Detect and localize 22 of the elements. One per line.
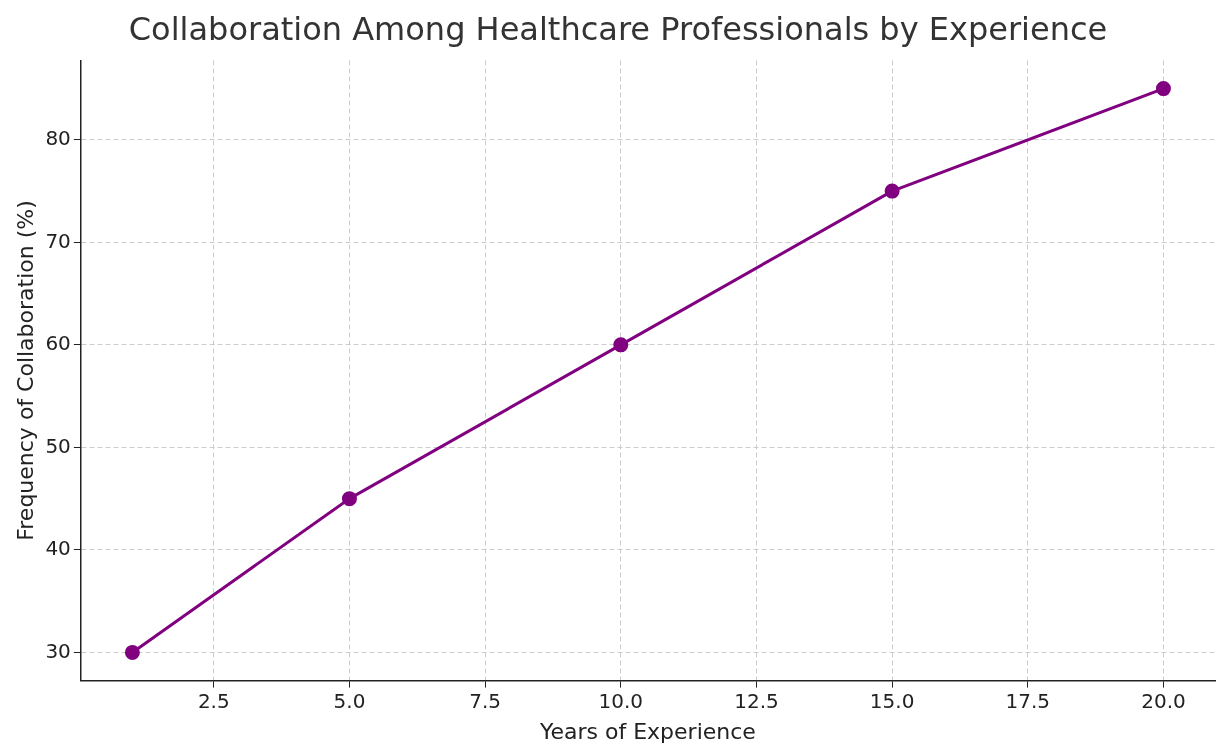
x-tick-label: 17.5 bbox=[1005, 688, 1051, 713]
x-tick-label: 5.0 bbox=[333, 688, 366, 713]
point bbox=[884, 183, 900, 199]
x-tick-label: 15.0 bbox=[869, 688, 915, 713]
point bbox=[613, 337, 629, 353]
point bbox=[124, 644, 140, 660]
y-axis-title: Frequency of Collaboration (%) bbox=[12, 200, 38, 541]
y-tick-label: 80 bbox=[45, 126, 71, 151]
y-tick-label: 70 bbox=[45, 228, 71, 253]
x-tick-label: 2.5 bbox=[197, 688, 230, 713]
x-tick-label: 7.5 bbox=[469, 688, 502, 713]
x-tick-label: 20.0 bbox=[1141, 688, 1186, 713]
y-tick-label: 40 bbox=[45, 536, 71, 561]
point bbox=[341, 491, 357, 507]
point bbox=[1155, 81, 1171, 97]
y-tick-label: 50 bbox=[45, 433, 71, 458]
x-axis-title: Years of Experience bbox=[538, 718, 756, 744]
chart-title: Collaboration Among Healthcare Professionals by Experience bbox=[128, 9, 1108, 48]
x-tick-label: 10.0 bbox=[598, 688, 644, 713]
y-tick-label: 30 bbox=[45, 638, 71, 663]
y-tick-label: 60 bbox=[45, 331, 71, 356]
x-tick-label: 12.5 bbox=[734, 688, 779, 713]
